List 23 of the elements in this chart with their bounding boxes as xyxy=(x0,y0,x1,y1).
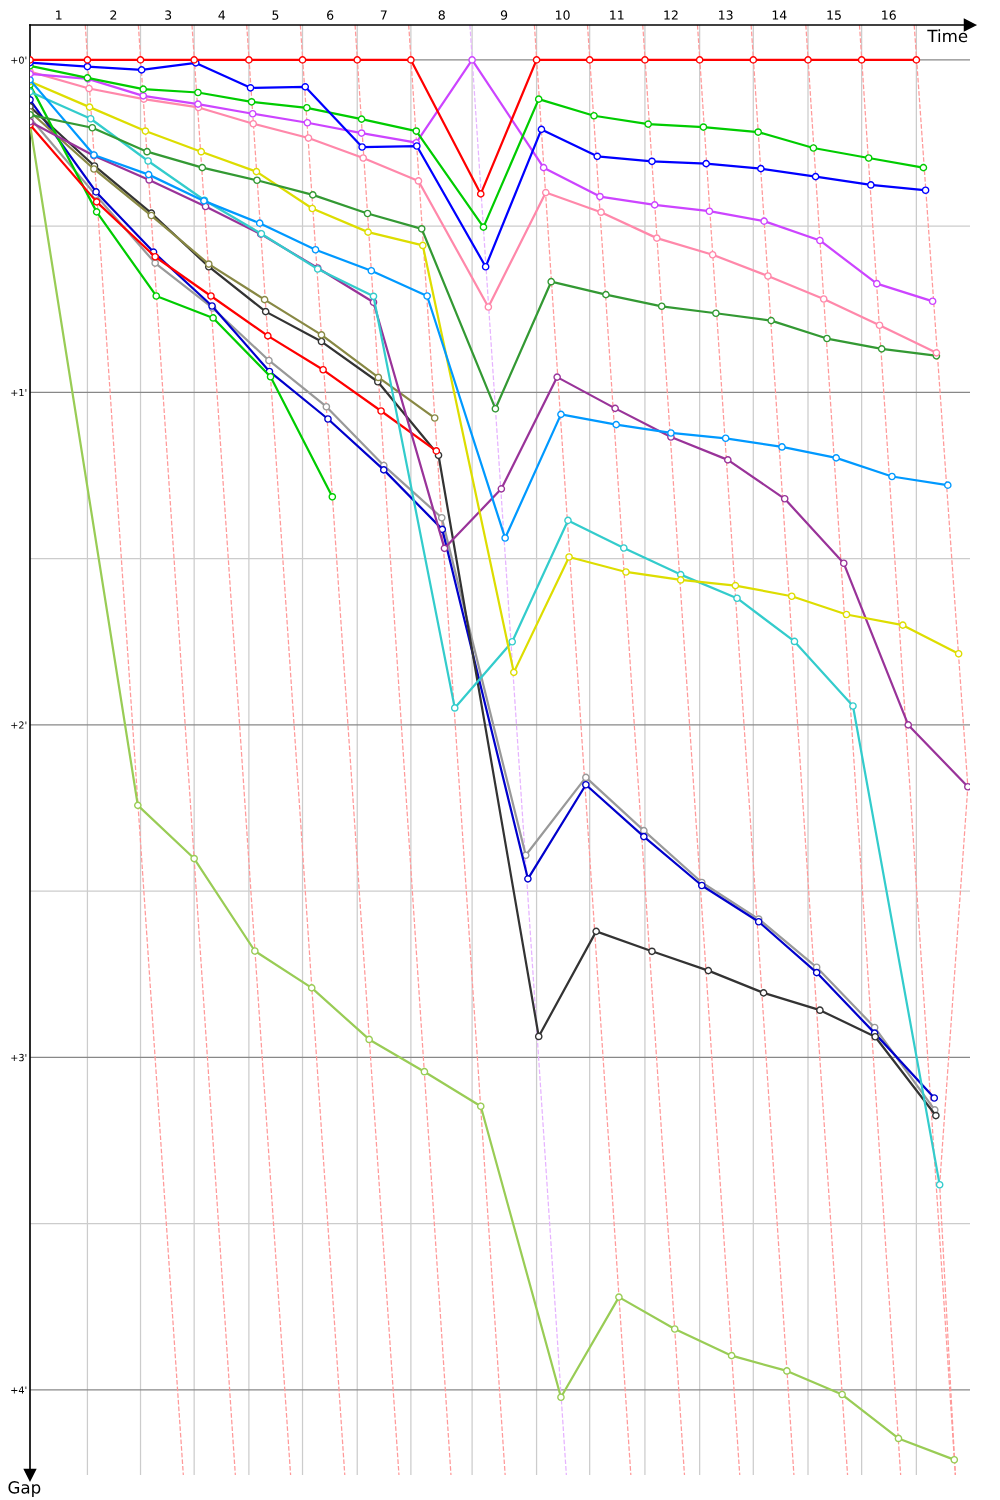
x-tick-label: 5 xyxy=(272,10,279,20)
x-tick-label: 9 xyxy=(500,10,508,20)
y-axis-title: Gap xyxy=(8,1481,41,1497)
y-tick-label: +4' xyxy=(11,1386,27,1394)
x-tick-label: 16 xyxy=(882,10,896,20)
y-tick-label: +2' xyxy=(11,721,27,729)
x-tick-label: 1 xyxy=(56,10,62,20)
x-tick-label: 14 xyxy=(772,10,787,20)
x-axis-title: Time xyxy=(927,29,968,43)
y-tick-label: +1' xyxy=(11,389,27,397)
x-tick-label: 12 xyxy=(664,10,678,20)
x-tick-label: 4 xyxy=(218,10,226,20)
x-tick-label: 10 xyxy=(556,10,570,20)
x-tick-label: 3 xyxy=(165,10,172,20)
y-tick-label: +3' xyxy=(11,1053,27,1062)
x-tick-label: 2 xyxy=(110,10,117,20)
y-tick-label: +0' xyxy=(11,56,27,64)
x-tick-label: 7 xyxy=(380,10,387,20)
x-tick-label: 6 xyxy=(327,10,334,20)
x-tick-label: 11 xyxy=(610,10,624,20)
x-tick-label: 13 xyxy=(719,10,733,20)
x-tick-label: 15 xyxy=(827,10,841,20)
x-tick-label: 8 xyxy=(438,10,445,20)
